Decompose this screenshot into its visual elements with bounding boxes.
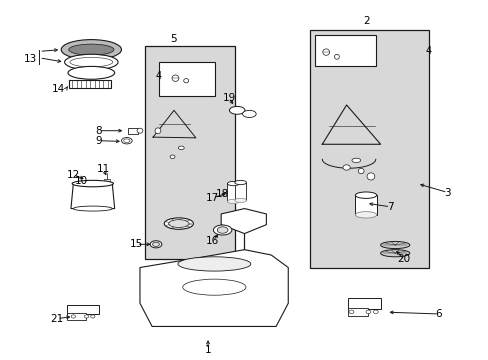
Ellipse shape [155, 128, 161, 134]
Ellipse shape [322, 49, 329, 55]
Ellipse shape [351, 158, 360, 162]
Text: 13: 13 [24, 54, 37, 64]
Ellipse shape [72, 180, 113, 187]
Ellipse shape [213, 225, 231, 235]
Ellipse shape [183, 78, 188, 83]
Bar [67, 305, 99, 314]
Text: 10: 10 [75, 176, 88, 186]
Ellipse shape [372, 310, 377, 314]
Ellipse shape [69, 44, 114, 55]
Polygon shape [71, 184, 115, 208]
Text: 18: 18 [216, 189, 229, 199]
Text: 5: 5 [170, 34, 177, 44]
Ellipse shape [217, 227, 227, 233]
Text: 15: 15 [130, 239, 143, 249]
Bar [355, 195, 376, 215]
Ellipse shape [358, 168, 364, 174]
Text: 4: 4 [425, 46, 430, 56]
Ellipse shape [152, 242, 159, 247]
Ellipse shape [172, 75, 179, 81]
Ellipse shape [342, 165, 349, 170]
Ellipse shape [234, 198, 246, 203]
Ellipse shape [380, 242, 409, 249]
Ellipse shape [178, 146, 184, 150]
Bar [314, 35, 375, 66]
Ellipse shape [168, 220, 189, 228]
Text: 4: 4 [155, 71, 161, 81]
Bar [144, 46, 234, 258]
Ellipse shape [170, 155, 175, 158]
FancyBboxPatch shape [127, 128, 137, 134]
Ellipse shape [64, 54, 118, 70]
Ellipse shape [229, 107, 244, 114]
Text: 2: 2 [363, 16, 369, 26]
Text: 19: 19 [222, 93, 235, 103]
Text: 17: 17 [206, 193, 219, 203]
Text: 14: 14 [52, 84, 65, 94]
Ellipse shape [71, 315, 75, 318]
Text: 11: 11 [97, 164, 110, 174]
FancyBboxPatch shape [104, 179, 110, 183]
Ellipse shape [70, 57, 113, 67]
Bar [347, 308, 367, 316]
Ellipse shape [355, 192, 376, 198]
Ellipse shape [68, 66, 115, 79]
Ellipse shape [334, 54, 339, 59]
Ellipse shape [90, 315, 95, 318]
Text: 7: 7 [386, 202, 393, 212]
Ellipse shape [366, 173, 374, 180]
Ellipse shape [84, 315, 88, 318]
Ellipse shape [178, 257, 250, 271]
Ellipse shape [242, 111, 256, 117]
Polygon shape [140, 208, 287, 327]
Bar [159, 62, 215, 96]
Ellipse shape [61, 40, 121, 60]
Bar [347, 298, 380, 309]
Ellipse shape [137, 128, 142, 133]
Bar [309, 30, 428, 267]
FancyBboxPatch shape [99, 181, 106, 186]
Ellipse shape [355, 212, 376, 218]
Text: 21: 21 [51, 314, 64, 324]
Text: 9: 9 [95, 136, 102, 146]
Bar [69, 80, 111, 88]
Ellipse shape [227, 199, 239, 203]
Ellipse shape [121, 138, 132, 144]
Text: 20: 20 [397, 254, 410, 264]
Ellipse shape [380, 249, 409, 257]
Bar [234, 183, 246, 201]
Text: 12: 12 [66, 170, 80, 180]
Bar [227, 184, 239, 202]
Text: 16: 16 [206, 236, 219, 246]
Text: 1: 1 [204, 345, 211, 355]
Text: 8: 8 [95, 126, 102, 136]
Ellipse shape [150, 241, 162, 248]
Ellipse shape [348, 310, 353, 314]
Ellipse shape [123, 139, 130, 143]
Text: 3: 3 [444, 188, 450, 198]
Ellipse shape [234, 180, 246, 185]
Ellipse shape [73, 206, 112, 211]
Bar [67, 313, 86, 320]
Ellipse shape [183, 279, 245, 295]
Ellipse shape [366, 310, 370, 314]
Ellipse shape [164, 218, 193, 229]
Text: 6: 6 [435, 309, 442, 319]
Ellipse shape [227, 181, 239, 186]
